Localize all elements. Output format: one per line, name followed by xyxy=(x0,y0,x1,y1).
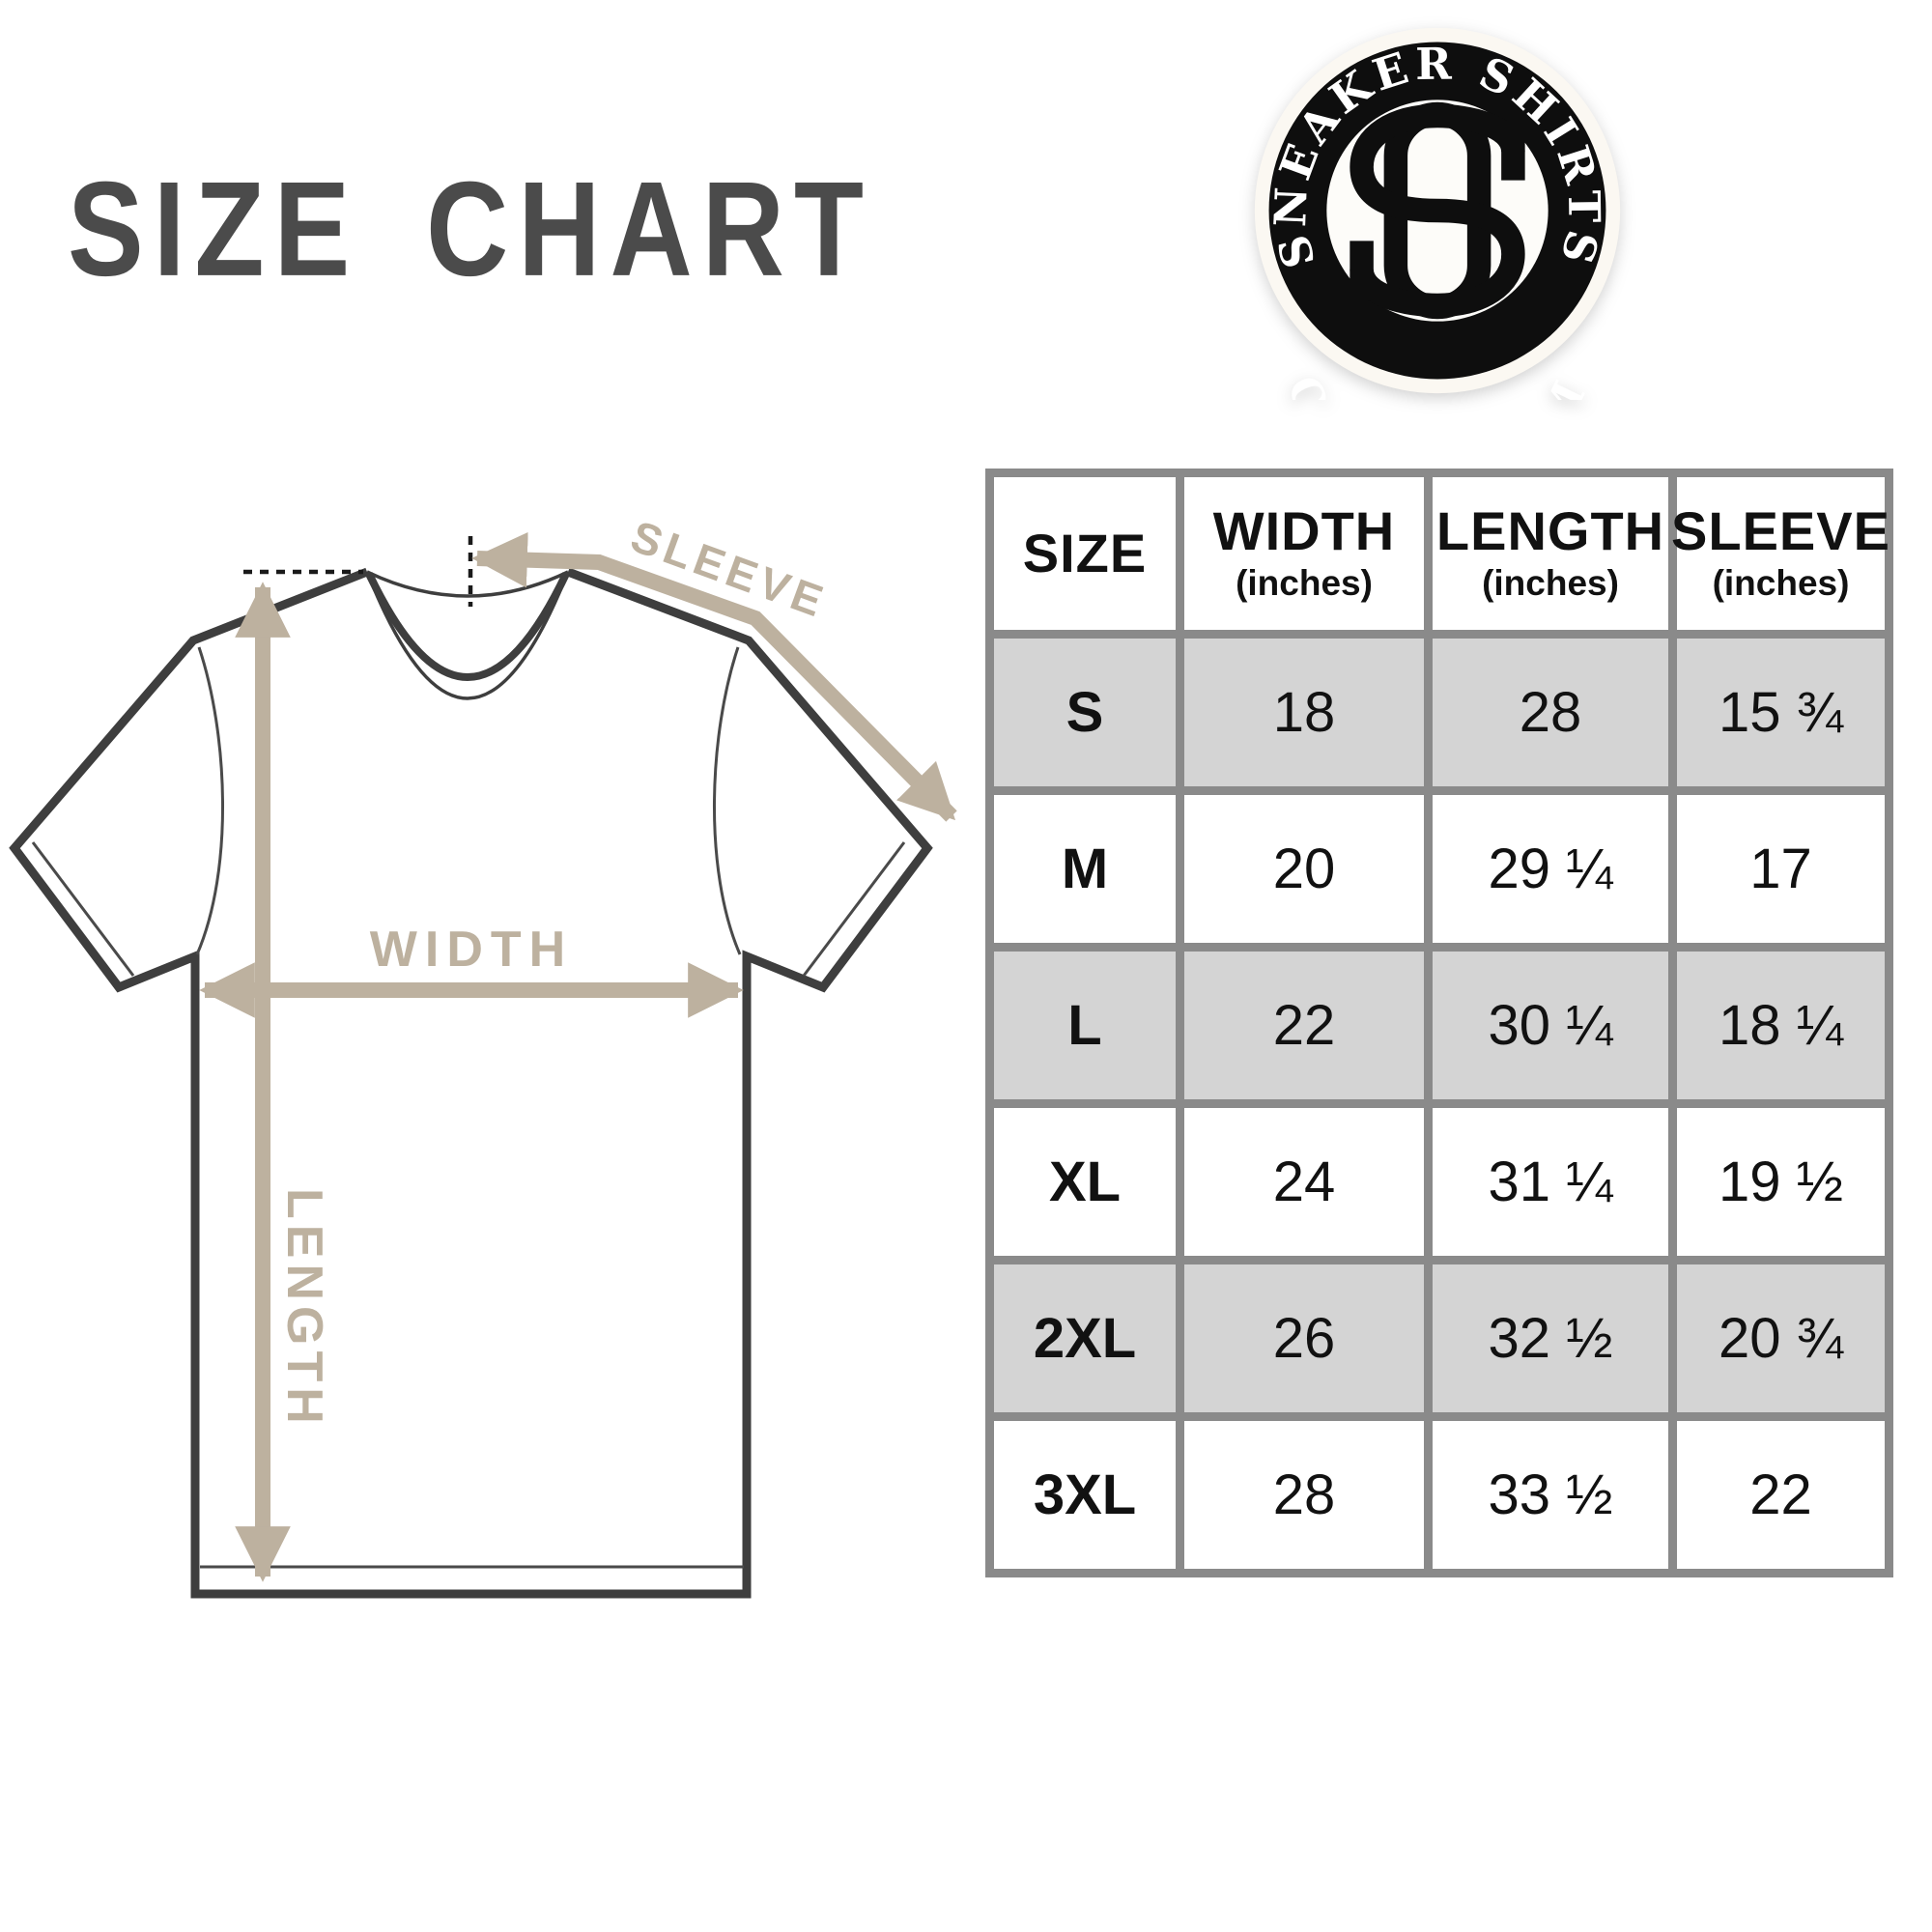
size-table: SIZE WIDTH (inches) LENGTH (inches) SLEE… xyxy=(985,469,1893,1577)
table-row-l-sleeve: 18 ¼ xyxy=(1677,952,1885,1099)
sleeve-arrow xyxy=(471,531,957,822)
page-title: SIZE CHART xyxy=(68,154,873,305)
seam-lines xyxy=(31,646,906,1569)
length-label: LENGTH xyxy=(276,1188,332,1430)
width-label: WIDTH xyxy=(370,922,573,978)
table-row-3xl-sleeve: 22 xyxy=(1677,1421,1885,1569)
dashed-reference-lines xyxy=(243,536,473,607)
brand-logo-icon: SNEAKER SHIRTS OUTLET.COM xyxy=(1254,27,1621,509)
sso-monogram-icon xyxy=(1350,101,1525,320)
column-header-sleeve: SLEEVE (inches) xyxy=(1671,477,1889,630)
table-row-s-sleeve: 15 ¾ xyxy=(1677,639,1885,786)
table-row-m-sleeve: 17 xyxy=(1677,795,1885,943)
table-row-2xl-width: 26 xyxy=(1184,1264,1424,1412)
table-row-2xl-sleeve: 20 ¾ xyxy=(1677,1264,1885,1412)
table-row-3xl-size: 3XL xyxy=(994,1421,1176,1569)
table-row-l-length: 30 ¼ xyxy=(1433,952,1668,1099)
table-row-xl-width: 24 xyxy=(1184,1108,1424,1256)
table-row-3xl-width: 28 xyxy=(1184,1421,1424,1569)
brand-logo-badge: SNEAKER SHIRTS OUTLET.COM xyxy=(1248,21,1627,509)
table-row-s-width: 18 xyxy=(1184,639,1424,786)
tshirt-outline xyxy=(14,572,927,1594)
table-row-s-length: 28 xyxy=(1433,639,1668,786)
table-row-2xl-size: 2XL xyxy=(994,1264,1176,1412)
column-header-width: WIDTH (inches) xyxy=(1184,477,1424,630)
table-row-xl-length: 31 ¼ xyxy=(1433,1108,1668,1256)
tshirt-measurement-diagram: SLEEVE WIDTH LENGTH xyxy=(0,406,976,1633)
table-row-m-length: 29 ¼ xyxy=(1433,795,1668,943)
table-row-m-width: 20 xyxy=(1184,795,1424,943)
table-row-xl-sleeve: 19 ½ xyxy=(1677,1108,1885,1256)
table-row-3xl-length: 33 ½ xyxy=(1433,1421,1668,1569)
table-row-m-size: M xyxy=(994,795,1176,943)
column-header-size: SIZE xyxy=(994,477,1176,630)
table-row-l-width: 22 xyxy=(1184,952,1424,1099)
table-row-xl-size: XL xyxy=(994,1108,1176,1256)
column-header-length: LENGTH (inches) xyxy=(1433,477,1668,630)
table-row-l-size: L xyxy=(994,952,1176,1099)
table-row-2xl-length: 32 ½ xyxy=(1433,1264,1668,1412)
table-row-s-size: S xyxy=(994,639,1176,786)
